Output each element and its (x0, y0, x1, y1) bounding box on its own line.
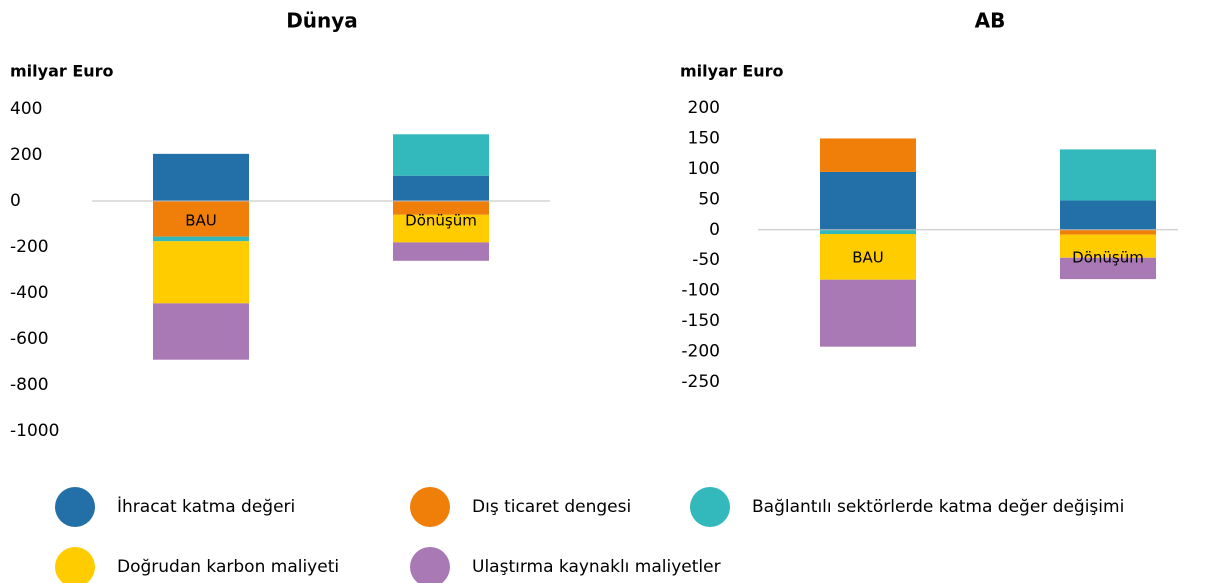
y-tick-label: -50 (692, 250, 720, 270)
legend-label: Bağlantılı sektörlerde katma değer değiş… (752, 497, 1124, 517)
y-tick-label: -600 (10, 329, 49, 349)
y-axis-label: milyar Euro (680, 62, 784, 81)
y-tick-label: 0 (709, 220, 720, 240)
bar-segment (820, 138, 916, 172)
y-tick-label: -400 (10, 283, 49, 303)
y-tick-label: 200 (688, 98, 720, 118)
bar-segment (1060, 149, 1156, 201)
bar-segment (820, 171, 916, 230)
legend-swatch (55, 487, 95, 527)
legend-label: İhracat katma değeri (117, 496, 295, 517)
bar-segment (820, 234, 916, 280)
bar-segment (153, 236, 249, 242)
y-tick-label: 0 (10, 191, 21, 211)
bar-segment (393, 214, 489, 243)
category-label: Dönüşüm (1072, 248, 1144, 266)
legend-label: Doğrudan karbon maliyeti (117, 557, 339, 577)
bar-segment (820, 229, 916, 235)
y-tick-label: 400 (10, 99, 42, 119)
legend-swatch (410, 547, 450, 583)
bar-segment (393, 201, 489, 215)
bar-segment (153, 303, 249, 360)
legend-label: Ulaştırma kaynaklı maliyetler (472, 557, 721, 577)
bar-segment (153, 241, 249, 304)
y-tick-label: 50 (698, 189, 720, 209)
bar-segment (393, 175, 489, 201)
category-label: Dönüşüm (405, 212, 477, 230)
y-tick-label: -200 (10, 237, 49, 257)
chart-title: Dünya (286, 9, 358, 33)
bar-segment (1060, 200, 1156, 230)
y-tick-label: 200 (10, 145, 42, 165)
bar-segment (393, 242, 489, 261)
y-tick-label: 150 (688, 128, 720, 148)
legend-swatch (55, 547, 95, 583)
y-tick-label: -200 (681, 342, 720, 362)
y-tick-label: -800 (10, 375, 49, 395)
y-tick-label: 100 (688, 159, 720, 179)
bar-segment (1060, 229, 1156, 235)
bar-segment (393, 134, 489, 176)
legend-swatch (690, 487, 730, 527)
y-tick-label: -150 (681, 311, 720, 331)
bar-segment (153, 201, 249, 237)
y-tick-label: -250 (681, 372, 720, 392)
category-label: BAU (185, 212, 217, 230)
legend-label: Dış ticaret dengesi (472, 497, 631, 517)
y-tick-label: -1000 (10, 421, 59, 441)
bar-segment (820, 279, 916, 347)
y-axis-label: milyar Euro (10, 62, 114, 81)
y-tick-label: -100 (681, 281, 720, 301)
bar-segment (1060, 257, 1156, 280)
chart-title: AB (975, 9, 1006, 33)
category-label: BAU (852, 248, 884, 266)
bar-segment (153, 153, 249, 201)
bar-segment (1060, 234, 1156, 258)
legend-swatch (410, 487, 450, 527)
